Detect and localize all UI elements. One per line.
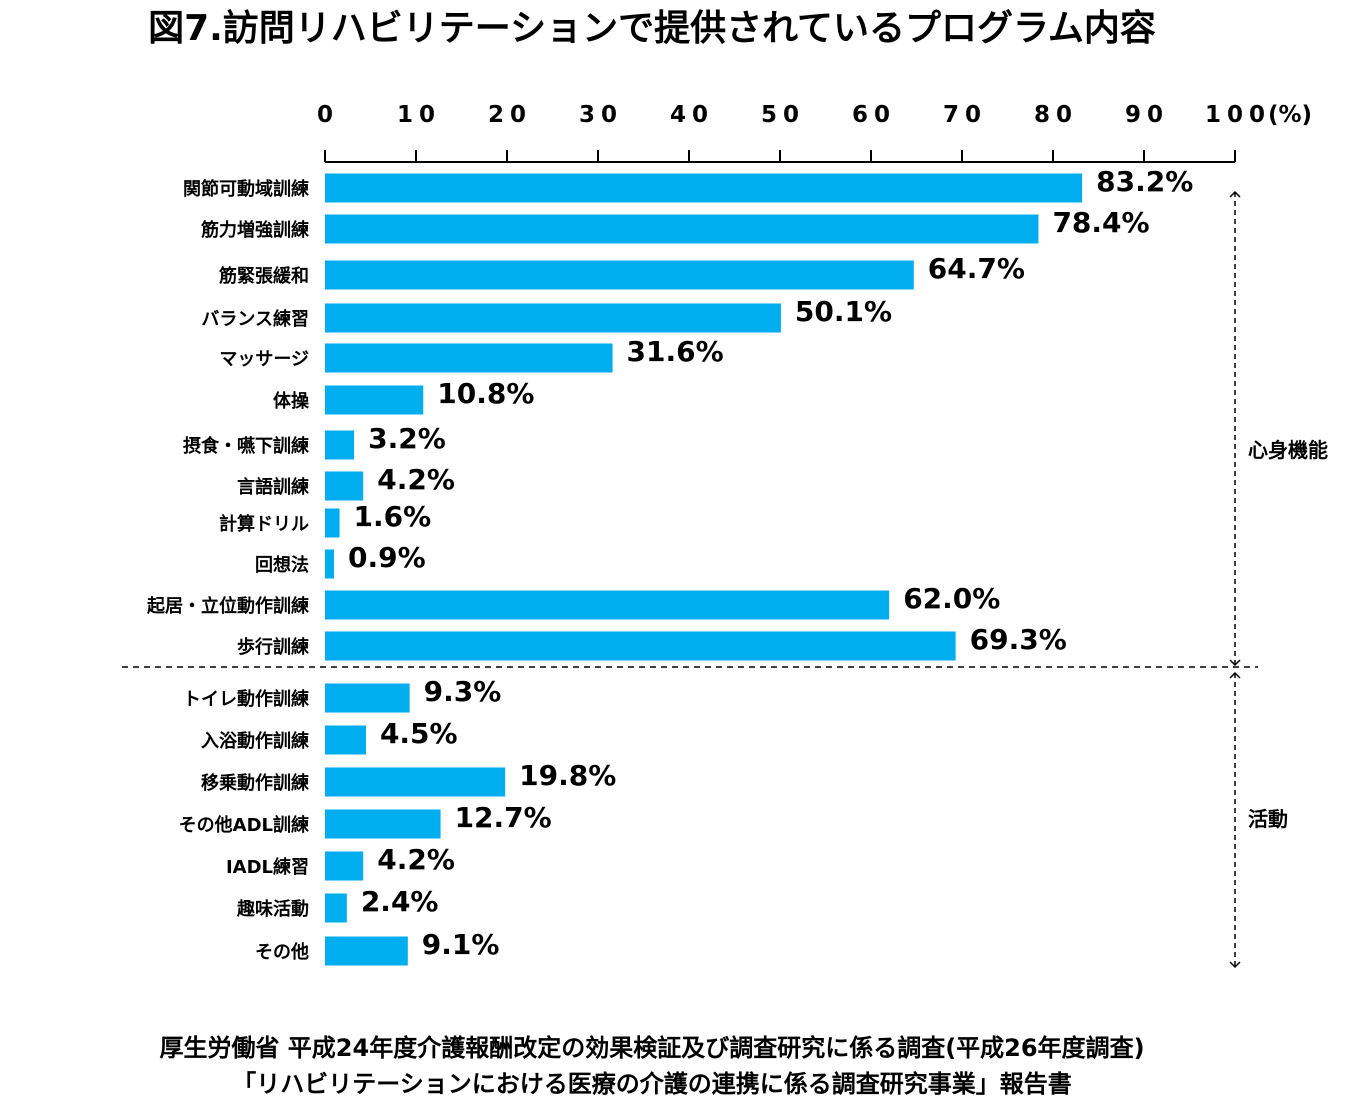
x-tick-label: 90 [1125,102,1169,128]
value-label: 9.3% [424,675,502,708]
source-line-2: 「リハビリテーションにおける医療の介護の連携に係る調査研究事業」報告書 [232,1070,1072,1098]
x-tick-label: 20 [488,102,532,128]
bar [325,809,441,839]
x-unit-label: (%) [1268,102,1312,128]
value-label: 62.0% [903,582,1000,615]
value-label: 50.1% [795,295,892,328]
bar [325,851,364,881]
bar [325,725,366,755]
category-label: IADL練習 [226,856,309,878]
category-label: 言語訓練 [237,476,309,498]
category-label: 摂食・嚥下訓練 [183,435,309,457]
category-label: 回想法 [255,554,309,576]
category-label: その他 [255,941,309,963]
bar [325,683,410,713]
bar [325,508,340,538]
x-axis: 0 10 20 30 40 50 60 70 80 90 100(%) [317,102,1312,163]
group-label: 活動 [1248,807,1288,831]
category-label: バランス練習 [201,308,309,330]
bar [325,767,506,797]
category-label: 移乗動作訓練 [201,772,309,794]
bar [325,173,1083,203]
bar [325,343,613,373]
value-label: 31.6% [627,335,724,368]
value-label: 19.8% [519,759,616,792]
category-label: 趣味活動 [236,898,309,920]
value-label: 4.5% [380,717,458,750]
bar [325,936,408,966]
x-tick-label: 30 [579,102,623,128]
category-label: マッサージ [219,349,309,370]
value-label: 4.2% [377,463,455,496]
bar [325,893,347,923]
category-label: 起居・立位動作訓練 [146,595,309,617]
value-label: 4.2% [377,843,455,876]
category-label: その他ADL訓練 [179,814,309,836]
value-label: 0.9% [348,541,426,574]
group-label: 心身機能 [1248,438,1328,462]
bar [325,631,956,661]
bar [325,471,364,501]
value-label: 78.4% [1052,206,1149,239]
value-label: 12.7% [455,801,552,834]
category-label: 筋緊張緩和 [219,265,309,287]
x-tick-label: 50 [761,102,805,128]
x-tick-label: 100 [1205,102,1271,128]
value-label: 69.3% [970,623,1067,656]
bars: 関節可動域訓練 83.2% 筋力増強訓練 78.4% 筋緊張緩和 64.7% バランス練習 5… [146,165,1193,966]
x-tick-label: 40 [670,102,714,128]
value-label: 2.4% [361,885,439,918]
value-label: 1.6% [354,500,432,533]
value-label: 83.2% [1096,165,1193,198]
category-label: 関節可動域訓練 [183,178,309,200]
bar [325,385,424,415]
x-tick-label: 60 [852,102,896,128]
bar [325,260,914,290]
bar [325,549,334,579]
x-tick-label: 10 [397,102,441,128]
category-label: 体操 [273,390,310,412]
x-tick-label: 80 [1034,102,1078,128]
value-label: 64.7% [928,252,1025,285]
category-label: 歩行訓練 [237,636,309,658]
x-tick-label: 70 [943,102,987,128]
value-label: 10.8% [437,377,534,410]
category-label: トイレ動作訓練 [183,688,309,710]
source-line-1: 厚生労働省 平成24年度介護報酬改定の効果検証及び調査研究に係る調査(平成26年… [159,1034,1144,1062]
bar [325,590,890,620]
x-tick-label: 0 [317,102,339,128]
category-label: 筋力増強訓練 [201,219,309,241]
value-label: 9.1% [422,928,500,961]
category-label: 計算ドリル [219,513,309,535]
bar [325,214,1039,244]
category-label: 入浴動作訓練 [201,730,309,752]
bar [325,430,355,460]
value-label: 3.2% [368,422,446,455]
bar [325,303,781,333]
chart-title: 図7.訪問リハビリテーションで提供されているプログラム内容 [148,8,1156,49]
